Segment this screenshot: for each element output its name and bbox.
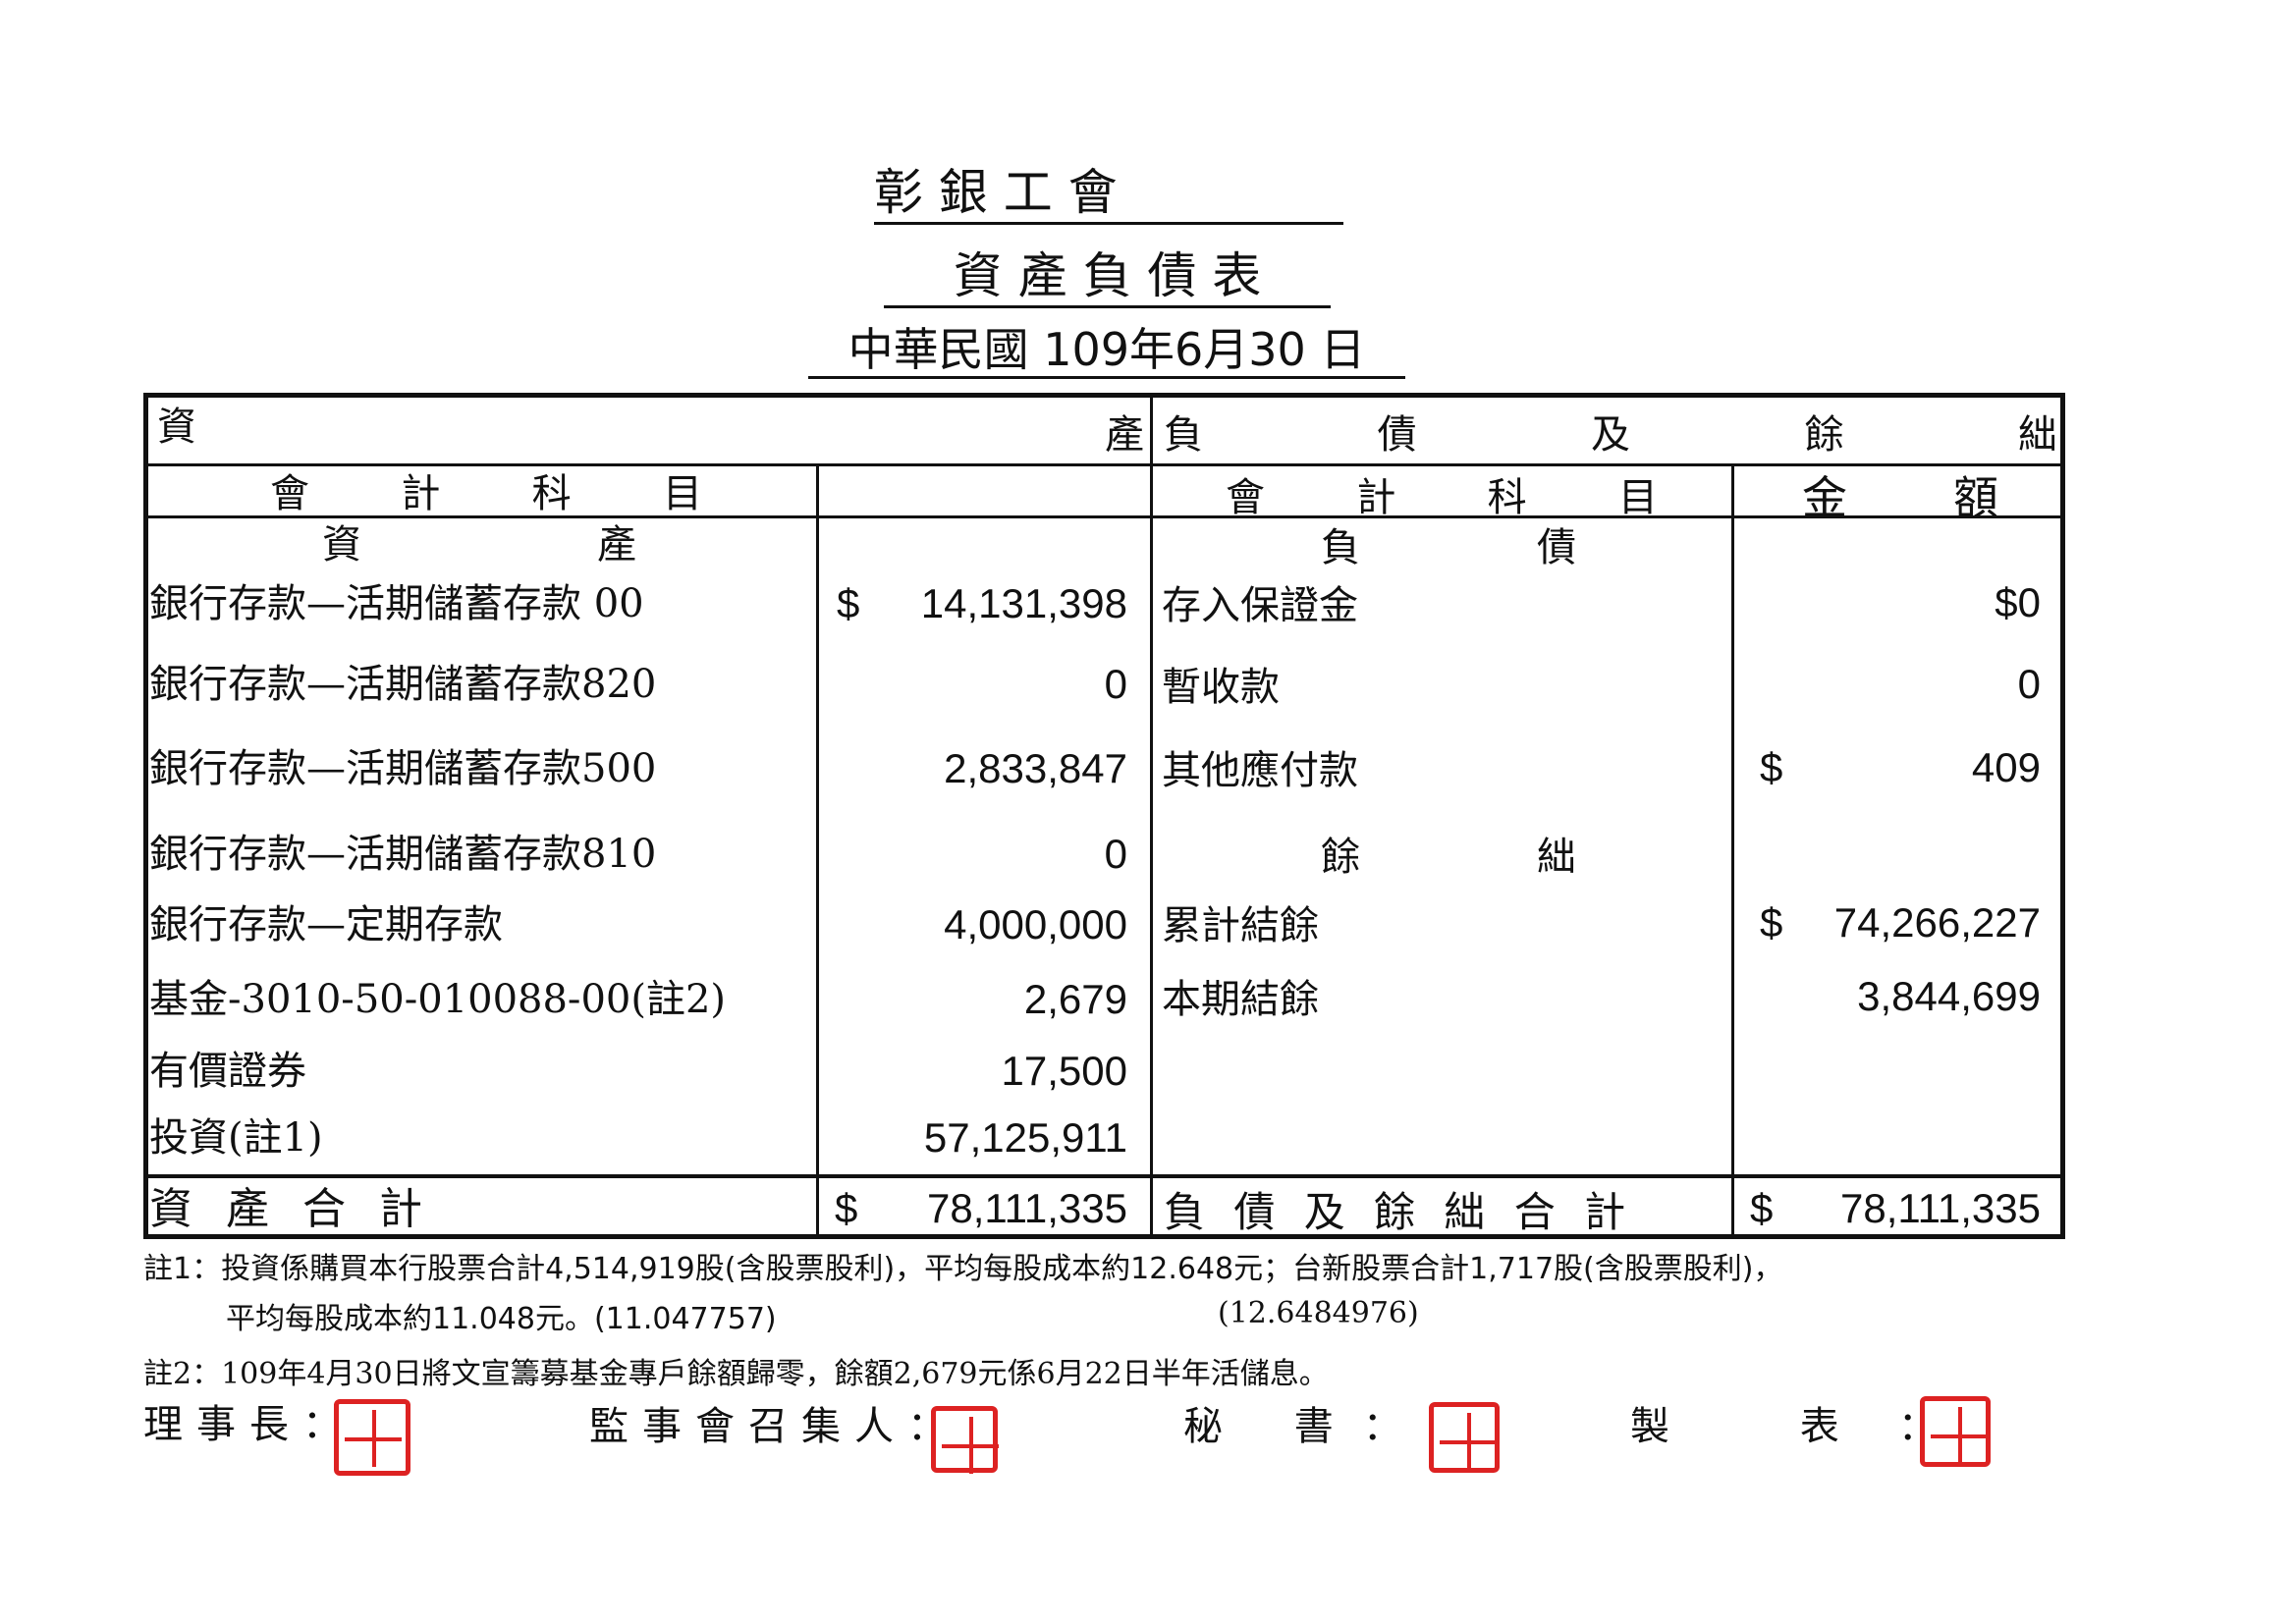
col-char: 額 — [1953, 471, 1998, 524]
col-char: 金 — [1802, 471, 1847, 524]
liab-section: 負債 — [1321, 523, 1576, 572]
liab-heading-char: 餘 — [1804, 412, 1844, 458]
supervisor-seal — [931, 1406, 999, 1474]
equity-account-name: 累計結餘 — [1162, 903, 1319, 948]
equity-amount: 3,844,699 — [1857, 973, 2041, 1019]
equity-section: 餘絀 — [1321, 833, 1576, 882]
col-char: 會 — [1226, 475, 1265, 520]
signature-secretary: 秘 書： — [1183, 1404, 1432, 1449]
asset-account-name: 銀行存款—活期儲蓄存款 00 — [149, 581, 644, 626]
asset-amount: 0 — [1104, 831, 1127, 877]
section-char: 餘 — [1321, 835, 1360, 880]
col-char: 目 — [662, 471, 702, 516]
col-account-liab: 會計科目 — [1226, 473, 1658, 522]
col-char: 計 — [1356, 475, 1396, 520]
signature-supervisor: 監事會召集人： — [589, 1404, 960, 1449]
col-char: 科 — [1487, 475, 1527, 520]
total-assets-label: 資 產 合 計 — [149, 1184, 432, 1234]
liabilities-account-name: 其他應付款 — [1162, 748, 1358, 793]
assets-heading-2: 產 — [1105, 412, 1144, 458]
signature-preparer: 製 表： — [1630, 1404, 1996, 1449]
section-char: 負 — [1321, 525, 1360, 570]
asset-account-name: 銀行存款—定期存款 — [149, 902, 503, 947]
asset-account-name: 基金-3010-50-010088-00(註2) — [149, 977, 727, 1022]
asset-account-name: 有價證券 — [149, 1049, 306, 1094]
preparer-seal — [1920, 1396, 1991, 1467]
asset-account-name: 銀行存款—活期儲蓄存款500 — [149, 746, 657, 791]
total-liab-label: 負 債 及 餘 絀 合 計 — [1164, 1188, 1634, 1236]
liab-heading-char: 絀 — [2018, 412, 2057, 458]
liab-heading-char: 負 — [1164, 412, 1203, 458]
asset-amount: 4,000,000 — [944, 901, 1127, 947]
col-char: 計 — [401, 471, 441, 516]
asset-amount: 2,833,847 — [944, 745, 1127, 791]
section-char: 產 — [597, 522, 636, 568]
liabilities-amount: $0 — [1995, 579, 2041, 625]
liabilities-currency: $ — [1760, 744, 1783, 790]
section-char: 絀 — [1537, 835, 1576, 880]
total-assets-currency: $ — [835, 1185, 858, 1231]
total-liab-amount: 78,111,335 — [1840, 1185, 2041, 1231]
liabilities-amount: 0 — [2017, 661, 2041, 707]
col-amount: 金額 — [1802, 473, 1998, 522]
equity-account-name: 本期結餘 — [1162, 977, 1319, 1022]
signature-chairman: 理事長： — [143, 1402, 355, 1447]
assets-heading-1: 資 — [157, 405, 196, 450]
liab-heading-char: 及 — [1591, 412, 1630, 458]
note-1-value: (12.6484976) — [1218, 1296, 1419, 1330]
asset-amount: 2,679 — [1023, 976, 1127, 1022]
col-account-assets: 會計科目 — [270, 469, 702, 518]
asset-account-name: 銀行存款—活期儲蓄存款810 — [149, 832, 657, 877]
assets-section: 資產 — [322, 520, 636, 569]
section-char: 資 — [322, 522, 361, 568]
equity-amount: 74,266,227 — [1833, 899, 2041, 946]
note-2: 註2：109年4月30日將文宣籌募基金專戶餘額歸零，餘額2,679元係6月22日… — [143, 1357, 1329, 1391]
liabilities-amount: 409 — [1971, 744, 2041, 790]
document-title: 資 產 負 債 表 — [884, 247, 1331, 308]
col-char: 科 — [531, 471, 572, 516]
note-1: 註1：投資係購買本行股票合計4,514,919股(含股票股利)，平均每股成本約1… — [143, 1252, 1783, 1286]
liab-heading-char: 債 — [1377, 412, 1417, 458]
col-char: 目 — [1617, 475, 1658, 520]
asset-amount: 0 — [1104, 661, 1127, 707]
liabilities-account-name: 存入保證金 — [1162, 583, 1358, 628]
report-date: 中華民國 109年6月30 日 — [808, 324, 1405, 379]
asset-account-name: 投資(註1) — [149, 1115, 323, 1161]
chairman-seal — [334, 1399, 410, 1476]
col-char: 會 — [270, 471, 309, 516]
section-char: 債 — [1537, 525, 1576, 570]
asset-amount: 57,125,911 — [923, 1114, 1127, 1161]
asset-currency: $ — [837, 580, 860, 626]
secretary-seal — [1429, 1402, 1500, 1473]
asset-amount: 14,131,398 — [920, 580, 1127, 626]
asset-amount: 17,500 — [1001, 1048, 1127, 1094]
liab-heading: 負債及餘絀 — [1164, 410, 2057, 460]
asset-account-name: 銀行存款—活期儲蓄存款820 — [149, 662, 657, 707]
note-1-cont: 平均每股成本約11.048元。(11.047757) — [226, 1302, 777, 1336]
total-assets-amount: 78,111,335 — [927, 1185, 1127, 1231]
org-name: 彰 銀 工 會 — [874, 164, 1343, 225]
total-liab-currency: $ — [1750, 1185, 1774, 1231]
equity-currency: $ — [1760, 899, 1783, 946]
liabilities-account-name: 暫收款 — [1162, 665, 1280, 710]
